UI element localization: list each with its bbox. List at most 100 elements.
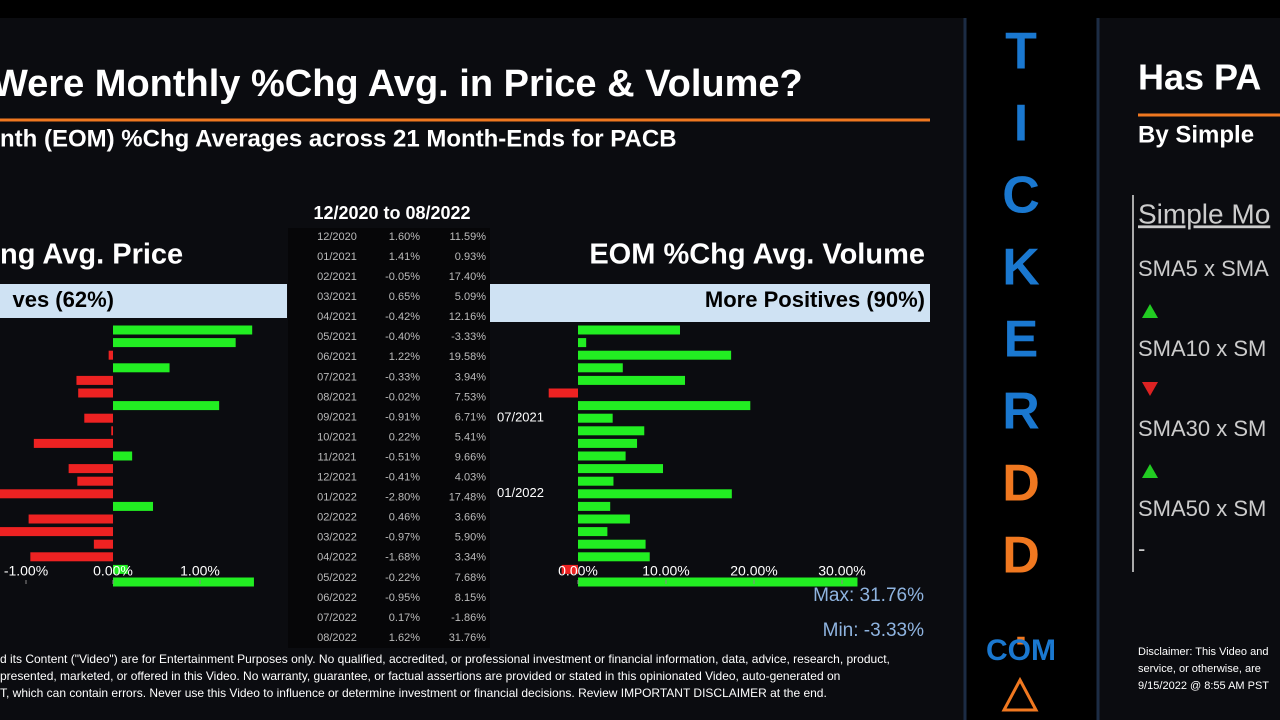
table-cell: 3.94% [455, 371, 486, 383]
bar [0, 527, 114, 537]
min-label: Min: -3.33% [823, 620, 924, 641]
bar [33, 438, 113, 448]
table-cell: 12/2020 [317, 231, 357, 243]
subtitle: nth (EOM) %Chg Averages across 21 Month-… [0, 125, 677, 152]
up-icon [1142, 304, 1158, 318]
x-tick-label: 0.00% [558, 563, 598, 579]
table-cell: -0.42% [385, 311, 420, 323]
table-cell: 31.76% [449, 632, 487, 644]
logo-letter: R [1002, 383, 1040, 441]
x-tick-label: 1.00% [180, 563, 220, 579]
table-cell: 4.03% [455, 472, 486, 484]
table-cell: 02/2022 [317, 512, 357, 524]
bar [578, 338, 587, 348]
bar [108, 350, 113, 360]
table-cell: 04/2021 [317, 311, 357, 323]
x-tick-label: 10.00% [642, 563, 689, 579]
bar [578, 438, 638, 448]
bar [30, 552, 114, 562]
bar [78, 388, 113, 398]
table-cell: 0.22% [389, 431, 420, 443]
table-cell: 0.93% [455, 251, 486, 263]
disclaimer: presented, marketed, or offered in this … [0, 669, 840, 683]
down-icon [1142, 382, 1158, 396]
bar [578, 325, 680, 335]
table-cell: 1.22% [389, 351, 420, 363]
table-cell: -0.33% [385, 371, 420, 383]
disclaimer: T, which can contain errors. Never use t… [0, 686, 827, 700]
x-tick-label: -1.00% [4, 563, 48, 579]
table-cell: 3.34% [455, 552, 486, 564]
table-cell: 12/2021 [317, 472, 357, 484]
bar [113, 501, 154, 511]
bar [578, 514, 630, 524]
bar [84, 413, 113, 423]
bar [578, 489, 732, 499]
right-subtitle: By Simple [1138, 121, 1254, 148]
table-cell: 03/2022 [317, 532, 357, 544]
table-cell: 0.65% [389, 291, 420, 303]
table-cell: 11/2021 [318, 451, 357, 463]
table-cell: 0.46% [389, 512, 420, 524]
chart-title: ng Avg. Price [0, 239, 183, 271]
table-cell: 7.68% [455, 572, 486, 584]
bar [93, 539, 113, 549]
x-tick-label: 30.00% [818, 563, 865, 579]
logo-letter: T [1005, 23, 1037, 81]
table-cell: 1.41% [389, 251, 420, 263]
table-cell: -0.40% [385, 331, 420, 343]
table-cell: 5.90% [455, 532, 486, 544]
table-cell: 1.62% [389, 632, 420, 644]
table-cell: 8.15% [455, 592, 486, 604]
title: Were Monthly %Chg Avg. in Price & Volume… [0, 63, 803, 105]
logo-letter: K [1002, 239, 1040, 297]
y-tick-label: 01/2022 [497, 485, 544, 500]
table-cell: -2.80% [385, 492, 420, 504]
logo-letter: COM [986, 634, 1056, 667]
bar [77, 476, 113, 486]
table-cell: -0.91% [385, 411, 420, 423]
table-cell: 09/2021 [317, 411, 357, 423]
bar [578, 451, 626, 461]
bar [578, 501, 611, 511]
table-cell: 04/2022 [317, 552, 357, 564]
logo-letter: E [1004, 311, 1039, 369]
bar [113, 401, 220, 411]
x-tick-label: 0.00% [93, 563, 133, 579]
table-cell: 10/2021 [317, 431, 357, 443]
disclaimer: d its Content ("Video") are for Entertai… [0, 652, 890, 666]
bar [113, 325, 253, 335]
banner-text: More Positives (90%) [705, 287, 925, 312]
table-cell: 1.60% [389, 231, 420, 243]
table-cell: 5.41% [455, 431, 486, 443]
right-disclaimer: 9/15/2022 @ 8:55 AM PST [1138, 680, 1269, 692]
table-cell: 06/2022 [317, 592, 357, 604]
bar [113, 564, 128, 574]
table-cell: 3.66% [455, 512, 486, 524]
bar [113, 363, 170, 373]
table-cell: 5.09% [455, 291, 486, 303]
table-bg [288, 228, 490, 648]
bar [113, 338, 236, 348]
table-cell: -1.86% [451, 612, 486, 624]
table-cell: 17.40% [449, 271, 487, 283]
y-tick-label: 07/2021 [497, 410, 544, 425]
logo-letter: D [1002, 455, 1040, 513]
bar [578, 577, 858, 587]
up-icon [1142, 464, 1158, 478]
bar [561, 564, 578, 574]
right-disclaimer: Disclaimer: This Video and [1138, 646, 1268, 658]
bar [578, 363, 623, 373]
right-title: Has PA [1138, 57, 1261, 98]
table-title: 12/2020 to 08/2022 [313, 203, 470, 223]
table-cell: 02/2021 [317, 271, 357, 283]
table-cell: -0.95% [385, 592, 420, 604]
banner-text: ves (62%) [12, 287, 114, 312]
bar [578, 464, 664, 474]
bar [578, 401, 751, 411]
sma-item: SMA30 x SM [1138, 416, 1266, 441]
logo-letter: D [1002, 527, 1040, 585]
banner [0, 284, 287, 318]
table-cell: 03/2021 [317, 291, 357, 303]
bar [578, 413, 613, 423]
